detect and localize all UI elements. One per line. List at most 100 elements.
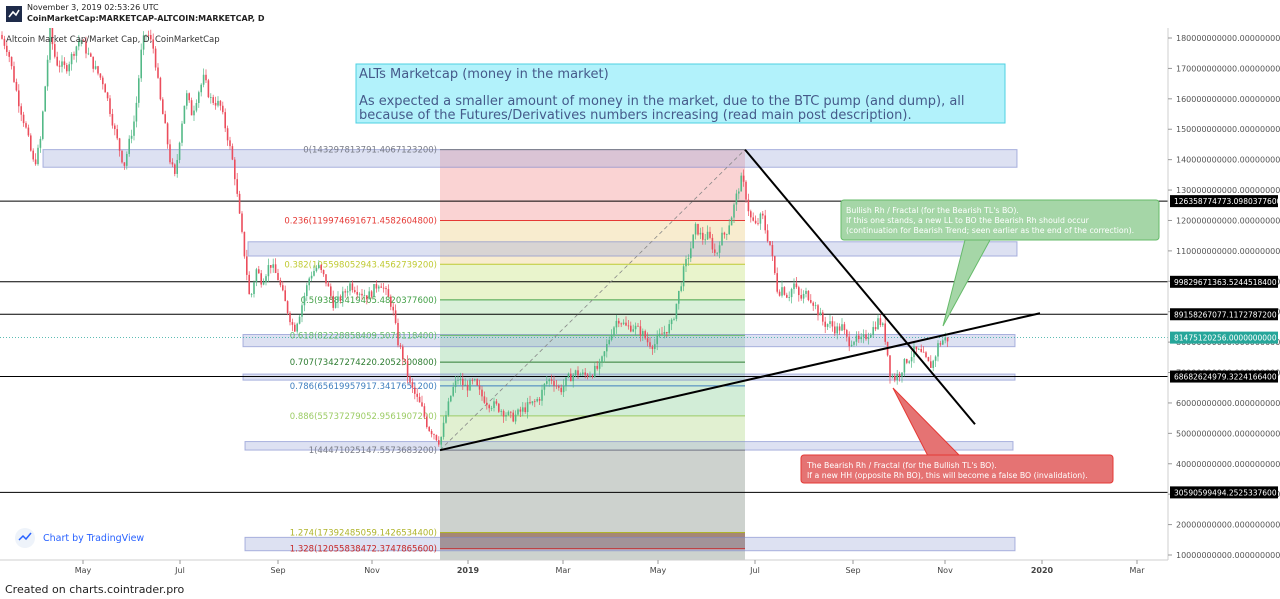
fib-diagonal-line: [439, 149, 746, 451]
candle-body: [802, 293, 805, 299]
candle-body: [56, 56, 58, 66]
fib-level-label: 0.786(65619957917.3417651200): [290, 382, 437, 392]
candle-body: [632, 329, 634, 332]
candle-body: [471, 379, 474, 381]
candle-body: [114, 125, 116, 130]
candle-body: [238, 193, 241, 214]
candle-body: [555, 385, 558, 387]
candle-body: [104, 84, 106, 93]
candle-body: [140, 49, 142, 79]
candle-body: [332, 295, 334, 308]
candle-body: [937, 343, 939, 357]
candle-body: [111, 113, 114, 126]
candle-body: [776, 273, 778, 292]
last-price-label: 81475120256.0000000000: [1174, 334, 1277, 343]
price-axis-label: 20000000000.0000000000: [1176, 521, 1280, 530]
price-axis-label: 170000000000.0000000000: [1176, 64, 1280, 73]
candle-body: [474, 379, 476, 381]
candle-body: [243, 231, 246, 257]
candle-body: [342, 291, 344, 301]
candle-body: [61, 61, 63, 67]
price-axis-label: 40000000000.0000000000: [1176, 460, 1280, 469]
candle-body: [512, 412, 514, 422]
candle-body: [430, 430, 433, 435]
level-price-tag: [1170, 486, 1278, 499]
fib-level-label: 0.618(82228858409.5078118400): [290, 331, 437, 341]
candle-body: [846, 330, 848, 337]
candle-body: [898, 374, 901, 377]
time-axis-label: 2019: [457, 566, 480, 575]
candle-body: [123, 162, 126, 166]
candle-body: [315, 267, 318, 272]
candle-body: [6, 45, 8, 52]
candle-body: [620, 323, 622, 325]
candle-body: [723, 232, 726, 235]
time-axis-label: Mar: [555, 566, 571, 575]
candle-body: [13, 66, 15, 82]
candle-body: [608, 339, 610, 345]
candle-body: [241, 213, 243, 232]
candle-body: [514, 414, 517, 422]
candle-body: [642, 331, 644, 336]
fib-zone-05-0618: [440, 299, 745, 336]
chart-datetime: November 3, 2019 02:53:26 UTC: [27, 3, 159, 12]
candle-body: [721, 232, 723, 246]
candle-body: [358, 293, 361, 295]
candle-body: [291, 322, 294, 325]
candle-body: [884, 323, 886, 342]
candle-body: [22, 114, 25, 124]
candle-body: [488, 405, 490, 409]
candle-body: [589, 375, 591, 377]
candle-body: [531, 401, 534, 404]
candle-body: [678, 290, 680, 304]
cointrader-logo-icon: [6, 6, 22, 22]
candle-body: [258, 269, 260, 274]
candle-body: [879, 318, 882, 325]
candle-body: [541, 389, 543, 401]
candle-body: [490, 408, 493, 409]
price-axis-label: 140000000000.0000000000: [1176, 156, 1280, 165]
candle-body: [102, 77, 104, 85]
candle-body: [656, 336, 658, 345]
candle-body: [414, 387, 416, 394]
price-axis-label: 110000000000.0000000000: [1176, 247, 1280, 256]
candle-body: [661, 333, 663, 335]
candle-body: [267, 265, 270, 277]
candle-body: [495, 401, 498, 404]
candle-body: [392, 306, 394, 311]
candle-body: [745, 181, 747, 200]
candle-body: [176, 159, 178, 174]
fib-zone-below: [440, 548, 745, 560]
candle-body: [934, 356, 937, 361]
time-axis-label: Nov: [937, 566, 953, 575]
candle-body: [742, 175, 745, 182]
candle-body: [538, 399, 541, 401]
candle-body: [877, 318, 879, 330]
candle-body: [94, 66, 97, 69]
candle-body: [644, 331, 646, 339]
candle-body: [428, 427, 430, 431]
candle-body: [771, 244, 774, 257]
candle-body: [188, 93, 190, 101]
price-axis-label: 120000000000.0000000000: [1176, 216, 1280, 225]
candle-body: [519, 409, 522, 412]
fib-level-label: 1.274(17392485059.1426534400): [290, 529, 437, 539]
candle-body: [308, 278, 310, 286]
candle-body: [399, 345, 402, 347]
candle-body: [858, 335, 860, 340]
candle-body: [925, 352, 927, 358]
candle-body: [169, 144, 171, 163]
candle-body: [253, 282, 255, 295]
candle-body: [325, 274, 327, 284]
candle-body: [522, 407, 524, 412]
candle-body: [289, 312, 291, 323]
candle-body: [462, 378, 464, 386]
level-price-tag: [1170, 370, 1278, 383]
candle-body: [380, 286, 382, 288]
candle-body: [442, 422, 445, 437]
candle-body: [222, 105, 224, 113]
candle-body: [183, 105, 186, 124]
time-axis-label: Sep: [270, 566, 285, 575]
candle-body: [18, 90, 20, 107]
candle-body: [615, 320, 618, 328]
